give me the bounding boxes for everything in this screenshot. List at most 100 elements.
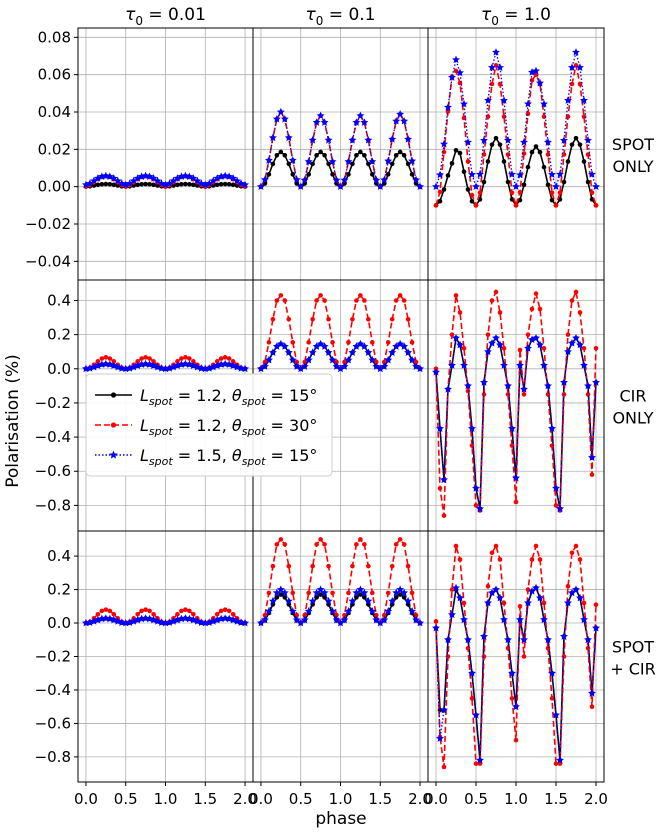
data-point [308,135,317,144]
data-point [449,587,455,592]
data-point [532,583,540,592]
data-point [101,614,110,622]
data-point [221,359,230,368]
data-point [95,611,101,617]
data-point [593,345,599,351]
data-point [536,340,544,349]
data-point [500,361,508,369]
y-tick-label: −0.8 [35,748,71,766]
data-point [368,157,377,166]
legend-label: Lspot = 1.2, θspot = 15° [140,386,317,408]
data-point [560,378,568,386]
data-point [330,172,335,177]
data-point [344,607,353,615]
data-point [334,359,339,365]
data-point [453,293,459,298]
data-point [334,612,339,618]
data-point [392,342,401,350]
data-point [484,347,492,356]
data-point [342,359,347,365]
data-point [501,600,507,606]
data-point [179,356,184,361]
data-point [237,618,246,626]
data-point [516,615,524,624]
data-point [373,612,379,618]
data-point [129,176,138,185]
data-point [135,182,140,188]
data-point [569,81,575,87]
data-point [226,608,232,614]
data-point [449,161,455,166]
data-point [318,592,323,597]
data-point [472,182,480,191]
data-point [396,110,405,118]
data-point [552,710,560,719]
y-tick-label: −0.6 [35,462,71,480]
data-point [384,355,393,364]
data-point [260,615,269,624]
data-point [352,588,361,597]
data-point [326,161,331,167]
data-point [409,340,415,345]
data-point [400,116,409,125]
data-point [280,588,289,597]
data-point [346,590,351,596]
data-point [388,596,397,605]
x-tick-label: 1.5 [368,790,392,808]
data-point [324,348,333,356]
data-point [388,135,397,143]
data-point [584,635,592,644]
data-point [95,182,101,188]
data-point [310,563,315,569]
data-point [509,696,515,701]
data-point [492,333,500,342]
x-tick-label: 0.5 [289,790,313,808]
y-tick-label: −0.2 [35,394,71,412]
data-point [344,355,353,364]
data-point [346,340,351,345]
series-line [260,588,421,624]
data-point [354,298,359,303]
data-point [465,159,471,164]
data-point [181,171,190,180]
data-point [592,182,600,191]
data-point [99,181,105,187]
data-point [282,298,288,303]
data-point [521,654,527,659]
data-point [292,615,301,624]
data-point [517,347,523,353]
data-point [560,136,568,144]
data-point [316,111,325,120]
data-point [540,99,548,108]
data-point [548,669,556,677]
data-point [473,203,479,208]
data-point [226,356,232,361]
data-point [312,118,321,126]
data-point [485,332,491,337]
data-point [545,182,551,188]
data-point [272,114,281,123]
data-point [272,588,281,597]
data-point [135,359,140,364]
x-tick-label: 0.5 [114,790,138,808]
data-point [480,136,488,144]
data-point [489,550,495,556]
data-point [504,136,512,144]
data-point [545,645,551,651]
legend-entry: Lspot = 1.2, θspot = 30° [95,416,317,438]
data-point [324,135,333,144]
data-point [340,615,349,624]
row-label: SPOT [612,135,654,154]
data-point [336,182,345,191]
data-point [537,149,543,155]
data-point [525,164,531,170]
data-point [318,537,323,542]
data-point [103,607,109,612]
data-point [175,611,180,617]
data-point [356,111,365,120]
data-point [448,73,456,81]
data-point [568,63,576,71]
row-label: + CIR [610,660,656,679]
data-point [405,161,411,167]
data-point [358,592,363,597]
